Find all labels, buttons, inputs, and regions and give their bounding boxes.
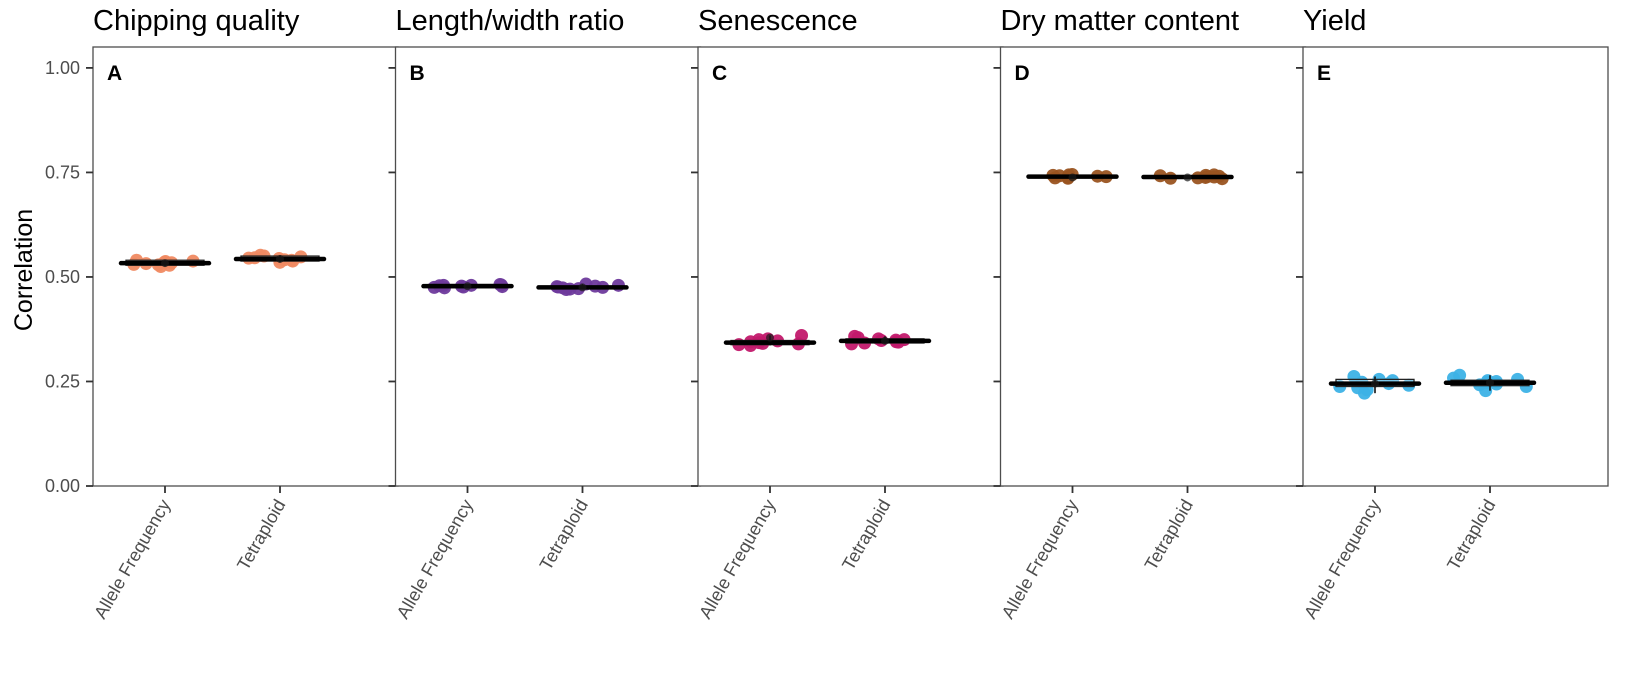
panels: Chipping quality A 0.00 0.25 0.50 0.75 1.00 All… [45,5,1609,622]
plot-frame [1302,46,1609,487]
mean-point [881,336,889,345]
panel-letter: A [107,62,122,85]
x-tick-label: Tetraploid [838,496,894,574]
panel-d: Dry matter content D Allele Frequency Tetra… [993,5,1307,622]
y-tick-label: 1.00 [45,58,80,78]
y-tick-label: 0.00 [45,476,80,496]
mean-point [1486,378,1494,387]
panel-b: Length/width ratio B Allele Frequency Tetra… [388,5,702,622]
panel-letter: C [712,62,727,85]
y-tick-label: 0.75 [45,162,80,182]
x-tick-label: Tetraploid [536,496,592,574]
x-tick-label: Allele Frequency [393,496,477,622]
x-tick-label: Tetraploid [1443,496,1499,574]
mean-point [161,259,169,268]
plot-frame [999,46,1307,487]
y-axis-title: Correlation [10,209,38,331]
panel-e: Yield E Allele Frequency Tetraploid [1296,5,1609,622]
mean-point [766,333,774,342]
panel-title: Senescence [698,5,858,37]
panel-c: Senescence C Allele Frequency Tetraploid [691,5,1004,622]
x-tick-label: Allele Frequency [998,496,1082,622]
panel-letter: B [410,62,425,85]
panel-title: Yield [1303,5,1366,37]
panel-title: Dry matter content [1001,5,1240,37]
x-tick-label: Tetraploid [233,496,289,574]
mean-point [1183,173,1192,182]
panel-title: Chipping quality [93,5,300,37]
mean-point [463,282,472,291]
plot-frame [697,46,1004,487]
panel-letter: E [1317,62,1331,85]
x-tick-label: Allele Frequency [1300,496,1384,622]
panel-letter: D [1015,62,1030,85]
mean-point [578,283,587,292]
panel-a: Chipping quality A 0.00 0.25 0.50 0.75 1.00 All… [45,5,399,622]
x-tick-label: Allele Frequency [90,496,174,622]
x-tick-label: Allele Frequency [695,496,779,622]
y-tick-label: 0.25 [45,371,80,391]
x-tick-label: Tetraploid [1141,496,1197,574]
mean-point [1068,173,1077,182]
data-point [1453,368,1467,382]
y-tick-label: 0.50 [45,267,80,287]
plot-frame [394,46,702,487]
mean-point [1371,379,1379,388]
mean-point [276,254,284,263]
panel-title: Length/width ratio [396,5,625,37]
